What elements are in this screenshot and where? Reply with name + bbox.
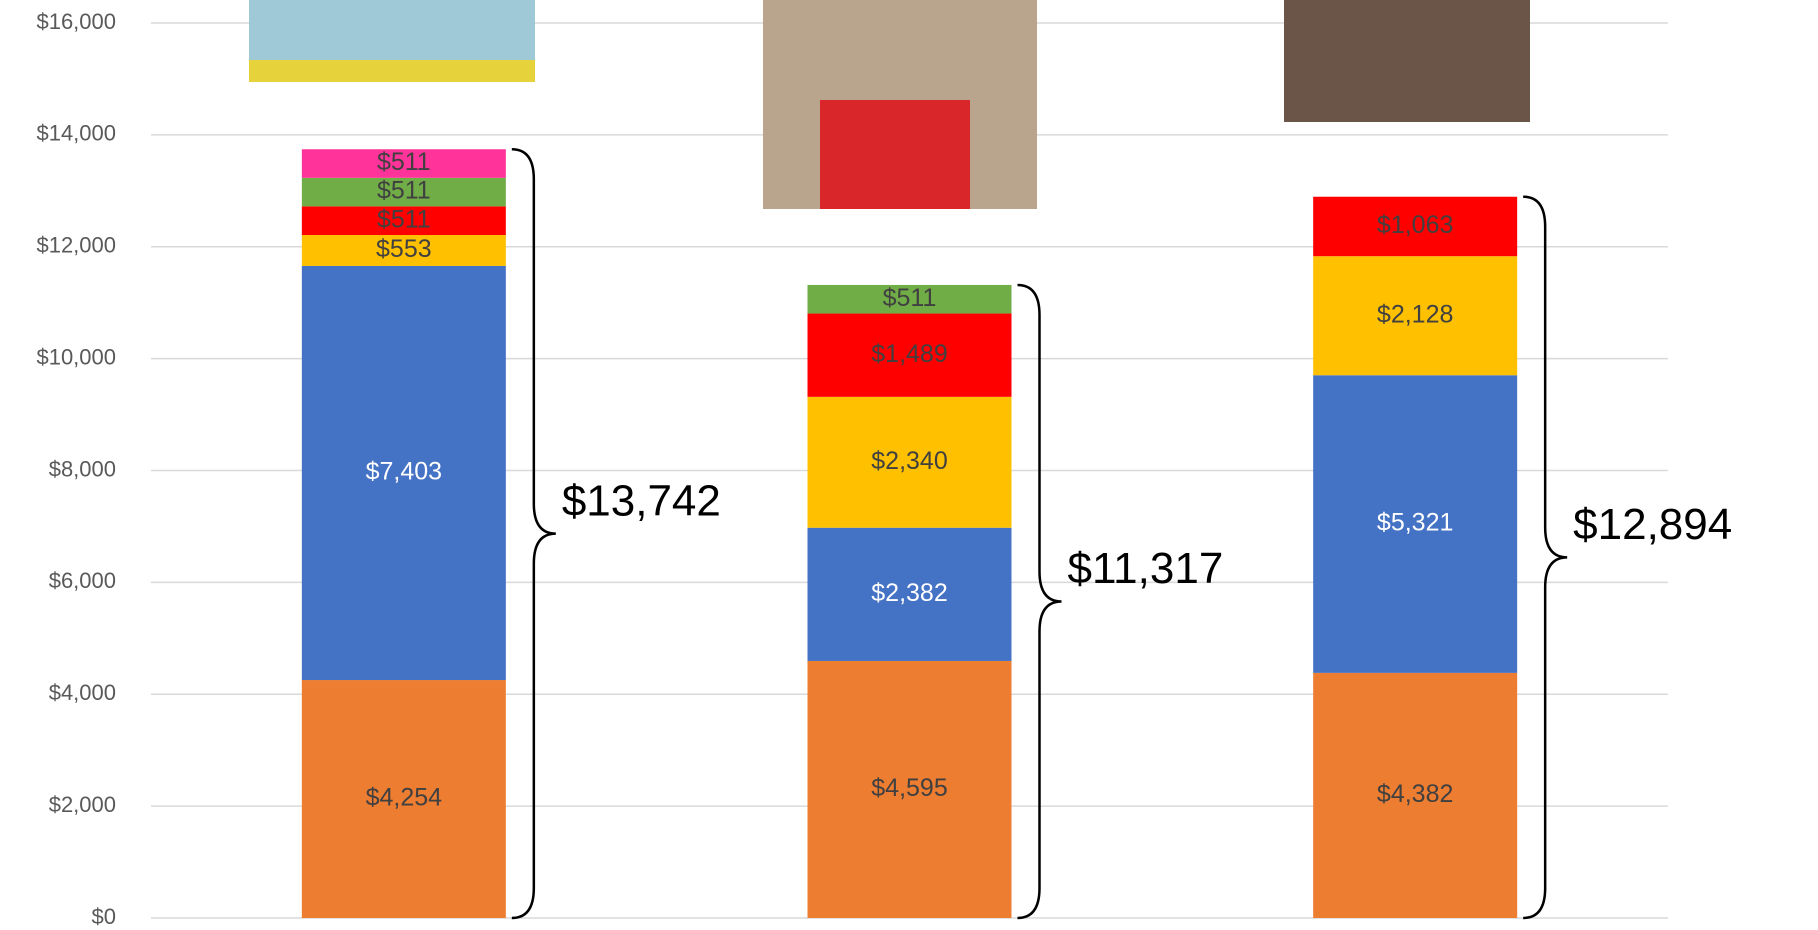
data-label: $4,254 [366,784,443,812]
total-brace [1523,197,1567,918]
data-label: $553 [376,235,432,263]
y-tick-label: $6,000 [49,568,116,593]
data-label: $5,321 [1377,509,1453,537]
y-tick-label: $0 [92,904,116,929]
data-label: $2,340 [871,447,947,475]
data-label: $4,382 [1377,780,1453,808]
data-label: $511 [377,205,431,233]
total-brace [1018,285,1062,918]
y-tick-label: $12,000 [36,233,116,258]
data-label: $511 [883,284,937,312]
data-label: $7,403 [366,458,442,486]
data-label: $511 [377,148,431,176]
data-label: $2,382 [871,579,947,607]
y-tick-label: $10,000 [36,344,116,369]
photo [249,60,535,82]
y-tick-label: $2,000 [49,792,116,817]
y-tick-label: $8,000 [49,456,116,481]
data-label: $2,128 [1377,300,1453,328]
total-label: $11,317 [1068,544,1224,593]
photo [1284,0,1530,122]
photo [820,100,970,209]
data-label: $4,595 [871,774,947,802]
chart: $0 $2,000 $4,000 $6,000 $8,000 $10,000 $12,000… [0,0,1818,930]
data-label: $1,063 [1377,211,1453,239]
y-tick-label: $14,000 [36,121,116,146]
total-brace [512,149,556,918]
data-label: $1,489 [871,340,947,368]
total-label: $12,894 [1573,500,1732,549]
y-tick-label: $16,000 [36,9,116,34]
total-label: $13,742 [562,476,721,525]
data-label: $511 [377,177,431,205]
y-tick-label: $4,000 [49,680,116,705]
